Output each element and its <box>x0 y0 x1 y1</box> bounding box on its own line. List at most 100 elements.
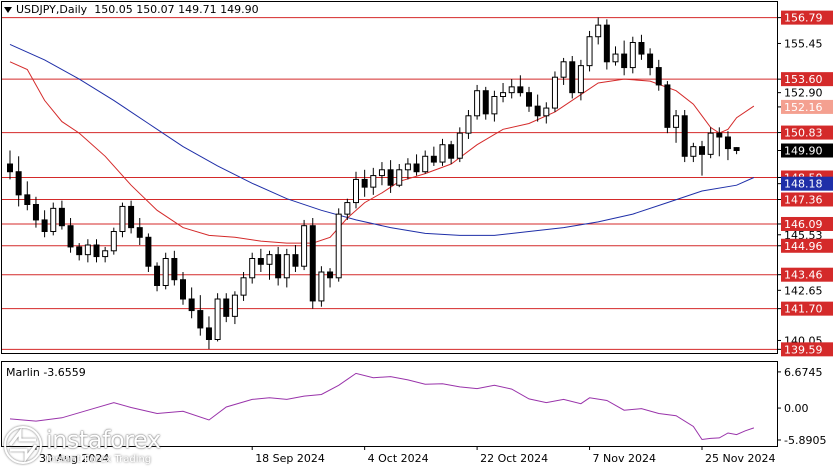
candle <box>396 164 403 188</box>
bull-candle-body <box>102 250 109 258</box>
candle <box>422 150 429 174</box>
candle <box>50 202 57 236</box>
bear-candle-body <box>733 147 740 152</box>
bear-candle-body <box>154 265 161 287</box>
instaforex-logo: instaforex Instant Forex Trading <box>2 424 180 468</box>
price-label-box <box>781 342 833 357</box>
bull-candle-body <box>240 277 247 296</box>
bear-candle-body <box>716 132 723 138</box>
candle <box>647 48 654 76</box>
price-label-box <box>781 143 833 158</box>
bull-candle-body <box>110 231 117 252</box>
bear-candle-body <box>603 24 610 63</box>
indicator-tick-label: 6.6745 <box>784 366 823 379</box>
candle <box>102 246 109 263</box>
candle <box>32 196 39 228</box>
candle <box>465 110 472 139</box>
indicator-tick-label: -5.8905 <box>784 434 826 447</box>
price-label-box <box>781 176 833 191</box>
price-label-box <box>781 125 833 140</box>
bear-candle-body <box>448 144 455 159</box>
candle <box>301 219 308 271</box>
bear-candle-body <box>664 84 671 128</box>
candle <box>474 84 481 120</box>
candle <box>508 79 515 99</box>
candle <box>551 71 558 112</box>
price-tick-label: 146.09 <box>784 218 823 231</box>
candle <box>595 17 602 45</box>
bull-candle-body <box>370 175 377 188</box>
bear-candle-body <box>387 169 394 186</box>
candle <box>413 154 420 176</box>
indicator-tick-label: 0.00 <box>784 402 809 415</box>
bull-candle-body <box>378 169 385 177</box>
bear-candle-body <box>76 246 83 256</box>
bull-candle-body <box>586 36 593 67</box>
candle <box>283 248 290 288</box>
price-label-box <box>781 267 833 282</box>
bear-candle-body <box>413 163 420 173</box>
bear-candle-body <box>7 163 13 173</box>
candle <box>724 131 731 161</box>
bull-candle-body <box>560 61 567 78</box>
candle <box>699 140 705 176</box>
candle <box>448 140 455 164</box>
price-label-box <box>781 301 833 316</box>
bull-candle-body <box>318 271 325 302</box>
instaforex-emblem-icon <box>4 426 42 464</box>
bull-candle-body <box>595 24 602 38</box>
bull-candle-body <box>543 107 550 117</box>
price-tick-label: 148.18 <box>784 178 823 191</box>
price-tick-label: 152.90 <box>784 87 823 100</box>
candle <box>84 239 91 263</box>
candle <box>180 272 186 305</box>
bull-candle-body <box>335 213 342 279</box>
candle <box>387 160 394 193</box>
collapse-triangle-icon[interactable] <box>4 7 12 13</box>
candle <box>612 46 619 66</box>
bull-candle-body <box>231 294 238 317</box>
bull-candle-body <box>50 207 57 233</box>
candle <box>110 227 117 255</box>
bull-candle-body <box>214 298 221 340</box>
bear-candle-body <box>327 271 334 279</box>
candle <box>378 162 385 186</box>
candle <box>681 110 688 163</box>
bear-candle-body <box>724 136 731 150</box>
bear-candle-body <box>309 225 316 302</box>
candle <box>534 94 541 122</box>
candle <box>162 252 169 290</box>
candle <box>67 218 74 253</box>
marlin-series-line <box>9 372 755 441</box>
bear-candle-body <box>681 115 688 157</box>
bear-candle-body <box>517 86 524 94</box>
price-tick-label: 143.46 <box>784 269 823 282</box>
bear-candle-body <box>223 298 230 317</box>
bull-candle-body <box>508 86 515 94</box>
bear-candle-body <box>93 244 100 258</box>
bull-candle-body <box>119 205 126 233</box>
price-tick-label: 149.90 <box>784 145 823 158</box>
candle <box>733 147 740 155</box>
time-tick-label: 4 Oct 2024 <box>368 452 429 465</box>
candle <box>404 158 411 180</box>
bear-candle-body <box>534 105 541 117</box>
price-label-box <box>781 192 833 207</box>
candle <box>361 169 368 197</box>
indicator-label: Marlin -3.6559 <box>6 366 86 379</box>
bull-candle-body <box>344 202 351 215</box>
bull-candle-body <box>439 144 446 163</box>
candle <box>154 262 161 292</box>
bear-candle-body <box>257 258 264 265</box>
candle <box>7 150 13 180</box>
bear-candle-body <box>145 236 152 267</box>
bull-candle-body <box>551 76 558 109</box>
candle <box>586 30 593 72</box>
candle <box>517 75 524 97</box>
bear-candle-body <box>361 178 368 188</box>
logo-tagline: Instant Forex Trading <box>46 454 152 465</box>
bear-candle-body <box>180 279 186 300</box>
candle <box>560 57 567 85</box>
candle <box>119 202 126 238</box>
bear-candle-body <box>621 53 628 69</box>
